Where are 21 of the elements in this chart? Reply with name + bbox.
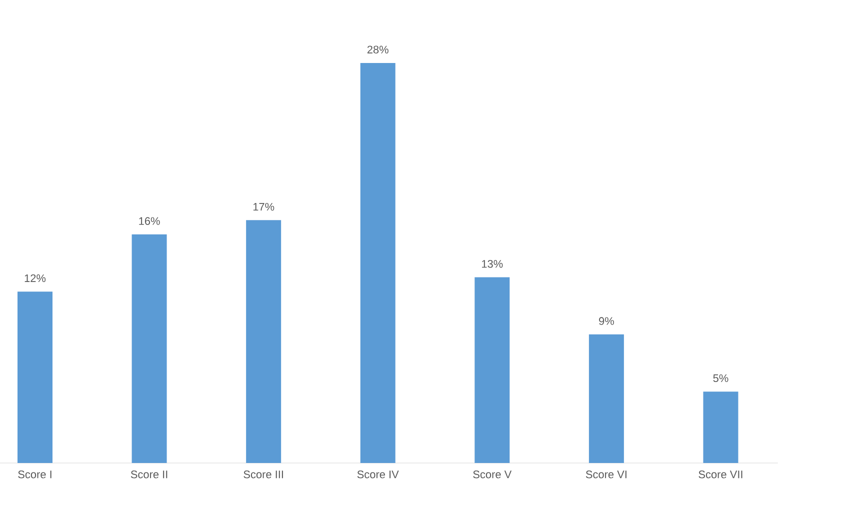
data-label: 13% <box>482 260 503 268</box>
data-label: 17% <box>253 202 274 211</box>
data-label: 28% <box>367 46 388 54</box>
bar <box>246 220 282 463</box>
x-tick-label: Score III <box>244 470 283 478</box>
bar <box>360 62 396 463</box>
data-label: 9% <box>599 317 614 325</box>
bar <box>18 292 52 463</box>
x-tick-label: Score VI <box>586 470 626 478</box>
data-label: 16% <box>139 217 160 225</box>
bar <box>703 392 738 463</box>
x-tick-label: Score IV <box>357 470 399 478</box>
bar <box>474 277 510 463</box>
x-tick-label: Score I <box>18 470 52 478</box>
bar <box>588 334 624 463</box>
x-tick-label: Score VII <box>698 470 742 478</box>
x-tick-label: Score V <box>473 470 512 478</box>
data-label: 5% <box>713 374 728 382</box>
x-tick-label: Score II <box>130 470 168 478</box>
data-label: 12% <box>24 274 46 282</box>
bar <box>132 234 167 463</box>
